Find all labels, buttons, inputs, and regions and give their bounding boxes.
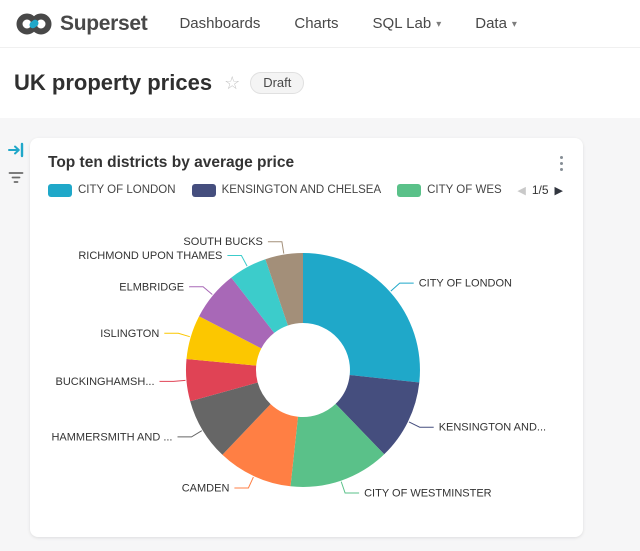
nav-item-label: Charts — [294, 15, 339, 32]
chart-card: Top ten districts by average price CITY … — [30, 138, 583, 537]
legend-items: CITY OF LONDON KENSINGTON AND CHELSEA CITY… — [48, 183, 513, 197]
donut-slice-islington[interactable] — [186, 316, 262, 366]
legend: CITY OF LONDON KENSINGTON AND CHELSEA CITY… — [30, 183, 583, 197]
chart-options-kebab-icon[interactable] — [556, 154, 567, 173]
donut-slice-elmbridge[interactable] — [199, 277, 275, 349]
slice-label: BUCKINGHAMSH... — [55, 376, 154, 388]
page-title: UK property prices — [14, 70, 213, 95]
favorite-star-icon[interactable]: ☆ — [224, 73, 241, 93]
filter-icon[interactable] — [7, 168, 25, 186]
slice-label-line — [177, 430, 203, 438]
legend-item-label: CITY OF WES — [427, 184, 502, 196]
slice-label-line — [340, 481, 360, 494]
legend-item-city-of-wes[interactable]: CITY OF WES — [397, 183, 502, 197]
donut-slice-richmond-upon-thames[interactable] — [231, 259, 288, 333]
main-nav: Dashboards Charts SQL Lab ▾ Data ▾ — [179, 15, 516, 32]
dashboard-area: Top ten districts by average price CITY … — [0, 118, 640, 551]
donut-slice-city-of-westminster[interactable] — [290, 403, 385, 487]
donut-slice-camden[interactable] — [222, 404, 298, 487]
nav-item-dashboards[interactable]: Dashboards — [179, 15, 260, 32]
slice-label: SOUTH BUCKS — [183, 236, 262, 248]
slice-label-line — [390, 282, 414, 292]
donut-slice-buckinghamsh-[interactable] — [185, 359, 258, 402]
nav-item-label: Data — [475, 15, 507, 32]
legend-item-city-of-london[interactable]: CITY OF LONDON — [48, 183, 176, 197]
donut-slice-kensington-and-chelsea[interactable] — [335, 375, 420, 455]
superset-logo-icon — [16, 13, 52, 34]
slice-label: ISLINGTON — [100, 328, 159, 340]
chart-title: Top ten districts by average price — [48, 154, 295, 171]
slice-label: ELMBRIDGE — [119, 281, 184, 293]
slice-label-line — [234, 476, 254, 489]
filter-bar-rail — [0, 118, 30, 551]
legend-item-label: KENSINGTON AND CHELSEA — [221, 184, 382, 196]
legend-pager: ◀ 1/5 ▶ — [517, 183, 563, 197]
legend-swatch-icon — [397, 183, 422, 197]
slice-label-line — [267, 241, 285, 254]
status-badge: Draft — [250, 72, 305, 94]
chevron-down-icon: ▾ — [511, 19, 517, 30]
donut-chart: CITY OF LONDON KENSINGTON AND... CITY OF W… — [51, 236, 546, 500]
dashboard-title-bar: UK property prices ☆ Draft — [0, 48, 640, 118]
slice-label-line — [164, 332, 190, 338]
nav-item-data[interactable]: Data ▾ — [475, 15, 517, 32]
legend-item-kensington-and-chelsea[interactable]: KENSINGTON AND CHELSEA — [191, 183, 382, 197]
legend-next-icon[interactable]: ▶ — [554, 184, 563, 197]
legend-prev-icon[interactable]: ◀ — [517, 184, 526, 197]
slice-label: CAMDEN — [182, 483, 230, 495]
slice-label: RICHMOND UPON THAMES — [78, 250, 222, 262]
donut-slice-south-bucks[interactable] — [265, 253, 303, 326]
slice-label-line — [408, 421, 434, 428]
slice-label-line — [227, 255, 248, 267]
slice-label-line — [159, 379, 186, 382]
donut-slice-hammersmith-and-[interactable] — [190, 382, 271, 455]
nav-item-charts[interactable]: Charts — [294, 15, 338, 32]
nav-item-sql-lab[interactable]: SQL Lab ▾ — [373, 15, 442, 32]
app-header: Superset Dashboards Charts SQL Lab ▾ Data ▾ — [0, 0, 640, 48]
slice-label: KENSINGTON AND... — [439, 422, 546, 434]
slice-label: HAMMERSMITH AND ... — [51, 431, 172, 443]
expand-filter-bar-icon[interactable] — [7, 141, 25, 159]
nav-item-label: SQL Lab — [372, 15, 432, 32]
legend-swatch-icon — [48, 183, 72, 197]
brand[interactable]: Superset — [16, 11, 148, 36]
legend-item-label: CITY OF LONDON — [78, 184, 176, 196]
slice-label: CITY OF LONDON — [419, 278, 512, 290]
brand-name: Superset — [60, 11, 148, 35]
nav-item-label: Dashboards — [179, 15, 261, 32]
slice-label-line — [189, 286, 213, 295]
chevron-down-icon: ▾ — [436, 19, 442, 30]
legend-swatch-icon — [191, 183, 216, 197]
legend-page-indicator: 1/5 — [531, 183, 549, 197]
slice-label: CITY OF WESTMINSTER — [364, 488, 492, 500]
donut-slice-city-of-london[interactable] — [303, 253, 420, 383]
